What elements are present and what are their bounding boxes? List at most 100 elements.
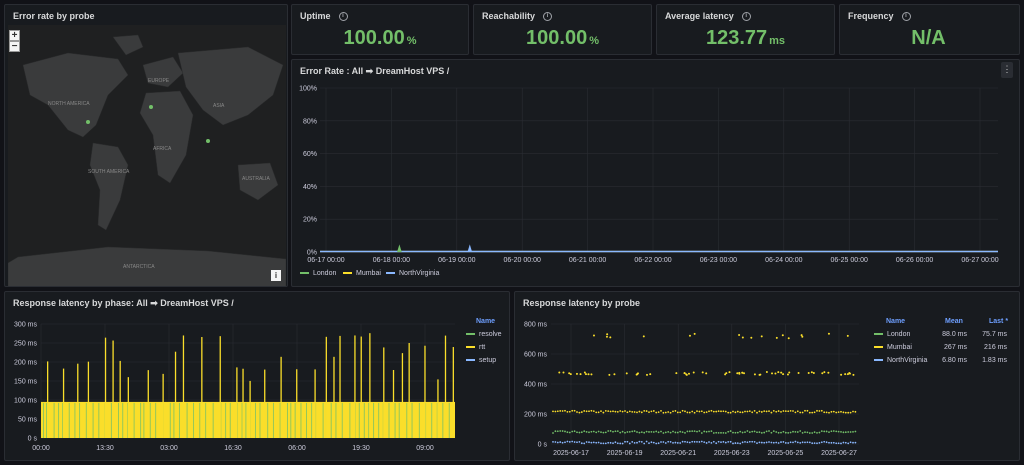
- x-tick-label: 13:30: [96, 445, 114, 452]
- point-mumbai: [784, 410, 787, 413]
- point-mumbai: [698, 410, 701, 413]
- point-london: [693, 430, 696, 433]
- point-mumbai-outlier: [848, 372, 851, 375]
- rtt-spike: [174, 351, 177, 438]
- latency-by-probe-chart[interactable]: 0 s 200 ms 400 ms 600 ms 800 ms 2025-06-17 202…: [515, 314, 865, 460]
- point-london: [832, 430, 835, 432]
- point-mumbai-outlier: [738, 372, 741, 375]
- point-northvirginia: [561, 441, 564, 444]
- point-london: [600, 431, 602, 434]
- legend-london[interactable]: London: [874, 331, 910, 338]
- point-mumbai: [744, 410, 746, 413]
- x-tick-label: 09:00: [416, 445, 434, 452]
- rtt-spike: [401, 353, 404, 438]
- point-london: [597, 430, 600, 433]
- point-mumbai: [703, 411, 706, 414]
- x-tick-label: 00:00: [32, 445, 50, 452]
- panel-menu-button[interactable]: ⋮: [1001, 62, 1013, 78]
- point-mumbai: [585, 410, 588, 413]
- africa-shape: [139, 90, 194, 184]
- info-icon[interactable]: i: [741, 12, 751, 22]
- resolve-bar: [79, 402, 81, 438]
- probe-header-name[interactable]: Name: [886, 318, 906, 325]
- rtt-spike: [354, 335, 356, 438]
- rtt-spike: [182, 335, 185, 438]
- rtt-spike: [360, 336, 362, 438]
- point-london: [674, 431, 677, 434]
- map-info-button[interactable]: i: [271, 270, 281, 281]
- resolve-bar: [186, 402, 188, 438]
- rtt-spike: [104, 337, 107, 438]
- zoom-out-button[interactable]: −: [9, 41, 20, 52]
- latency-by-phase-chart[interactable]: 0 s 50 ms 100 ms 150 ms 200 ms 250 ms 300 ms 00…: [5, 314, 460, 460]
- spike-london: [397, 244, 402, 253]
- legend-rtt[interactable]: rtt: [466, 344, 485, 351]
- point-mumbai: [835, 411, 838, 414]
- resolve-bar: [255, 402, 257, 438]
- legend-mumbai[interactable]: Mumbai: [874, 344, 912, 351]
- probe-header-last[interactable]: Last *: [989, 318, 1009, 325]
- resolve-bar: [267, 402, 269, 438]
- reachability-value: 100.00%: [526, 27, 599, 49]
- point-northvirginia: [784, 442, 787, 444]
- point-northvirginia: [727, 440, 730, 443]
- x-tick-label: 06-22 00:00: [634, 257, 671, 264]
- frequency-value: N/A: [911, 27, 946, 49]
- point-mumbai: [727, 411, 730, 414]
- point-mumbai: [751, 411, 754, 414]
- resolve-bar: [53, 402, 55, 438]
- point-mumbai-outlier: [738, 334, 741, 337]
- probe-marker-london: [149, 105, 153, 109]
- point-northvirginia: [775, 441, 778, 444]
- point-london: [770, 431, 773, 434]
- point-northvirginia: [708, 441, 710, 443]
- rtt-spike: [424, 345, 426, 438]
- point-london: [607, 430, 610, 432]
- probe-header-mean[interactable]: Mean: [945, 318, 963, 325]
- point-mumbai: [765, 410, 768, 413]
- legend-northvirginia[interactable]: NorthVirginia: [874, 357, 927, 364]
- info-icon[interactable]: i: [901, 12, 911, 22]
- point-london: [624, 431, 626, 434]
- point-london: [796, 431, 799, 433]
- point-northvirginia: [835, 442, 838, 445]
- point-london: [820, 430, 823, 433]
- point-mumbai-outlier: [827, 332, 830, 335]
- point-northvirginia: [693, 440, 696, 443]
- resolve-bar: [98, 402, 100, 438]
- info-icon[interactable]: i: [338, 12, 348, 22]
- australia-shape: [237, 162, 279, 201]
- point-london: [708, 430, 710, 433]
- legend-northvirginia[interactable]: NorthVirginia: [386, 270, 439, 277]
- average-latency-title: Average latency i: [665, 11, 751, 22]
- point-mumbai-outlier: [568, 372, 571, 375]
- point-mumbai: [556, 410, 559, 413]
- rtt-spike: [296, 369, 298, 438]
- point-mumbai: [633, 411, 636, 413]
- point-northvirginia: [650, 441, 653, 444]
- point-london: [772, 430, 775, 433]
- error-rate-chart[interactable]: 0% 20% 40% 60% 80% 100% 06-17 00:00 06-18 00:00…: [292, 78, 1019, 268]
- legend-resolve[interactable]: resolve: [466, 331, 502, 338]
- point-london: [595, 431, 598, 434]
- reachability-title: Reachability i: [482, 11, 553, 22]
- point-mumbai-outlier: [797, 371, 800, 374]
- point-london: [849, 431, 852, 433]
- point-northvirginia: [758, 441, 761, 444]
- point-london: [724, 432, 727, 434]
- resolve-bar: [259, 402, 261, 438]
- zoom-in-button[interactable]: +: [9, 30, 20, 41]
- point-london: [700, 432, 703, 434]
- legend-london[interactable]: London: [300, 270, 336, 277]
- y-tick-label: 100 ms: [14, 398, 37, 405]
- legend-mumbai[interactable]: Mumbai: [343, 270, 381, 277]
- point-mumbai: [708, 410, 710, 413]
- info-icon[interactable]: i: [543, 12, 553, 22]
- average-latency-panel: Average latency i 123.77 ms: [656, 4, 835, 55]
- point-northvirginia: [748, 440, 751, 443]
- uptime-title: Uptime i: [300, 11, 348, 22]
- point-northvirginia: [849, 441, 852, 444]
- legend-setup[interactable]: setup: [466, 357, 496, 364]
- world-map[interactable]: NORTH AMERICA EUROPE ASIA AFRICA SOUTH A…: [8, 25, 286, 287]
- point-mumbai-outlier: [683, 372, 686, 375]
